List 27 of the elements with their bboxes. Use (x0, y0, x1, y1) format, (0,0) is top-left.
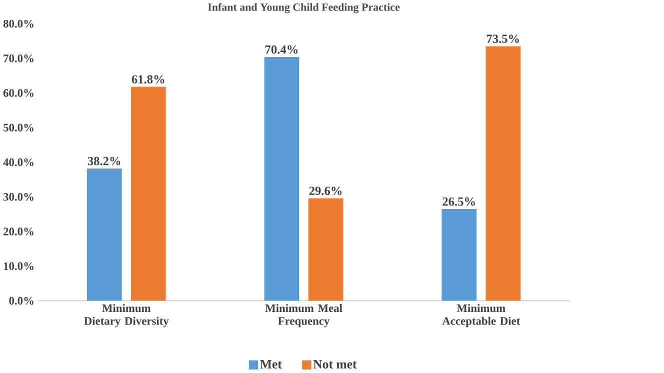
x-tick-label: Minimum Meal Frequency (265, 304, 342, 327)
y-tick-label: 20.0% (4, 227, 34, 236)
data-label: 26.5% (442, 197, 475, 206)
y-tick-label: 0.0% (9, 296, 34, 304)
data-label: 61.8% (132, 74, 164, 84)
legend-label: Not met (313, 360, 357, 368)
y-tick-label: 60.0% (3, 88, 34, 97)
data-label: 29.6% (309, 186, 342, 195)
y-tick-label: 80.0% (3, 20, 34, 28)
data-label: 73.5% (486, 34, 519, 43)
x-tick-label: Minimum Acceptable Diet (442, 304, 520, 327)
data-label: 38.2% (88, 156, 120, 166)
bar (130, 86, 166, 301)
y-tick-label: 30.0% (3, 192, 34, 201)
y-tick-label: 40.0% (3, 158, 34, 166)
y-tick-label: 70.0% (4, 54, 34, 62)
bar (486, 46, 521, 301)
y-tick-label: 50.0% (4, 124, 34, 132)
bar (86, 168, 122, 301)
legend-label: Met (260, 360, 282, 368)
bar (308, 198, 344, 301)
x-tick-label: Minimum Dietary Diversity (84, 304, 169, 327)
chart-title: Infant and Young Child Feeding Practice (208, 2, 400, 13)
bar (442, 208, 477, 301)
y-tick-label: 10.0% (4, 262, 34, 270)
bar (264, 56, 300, 301)
data-label: 70.4% (265, 45, 298, 54)
